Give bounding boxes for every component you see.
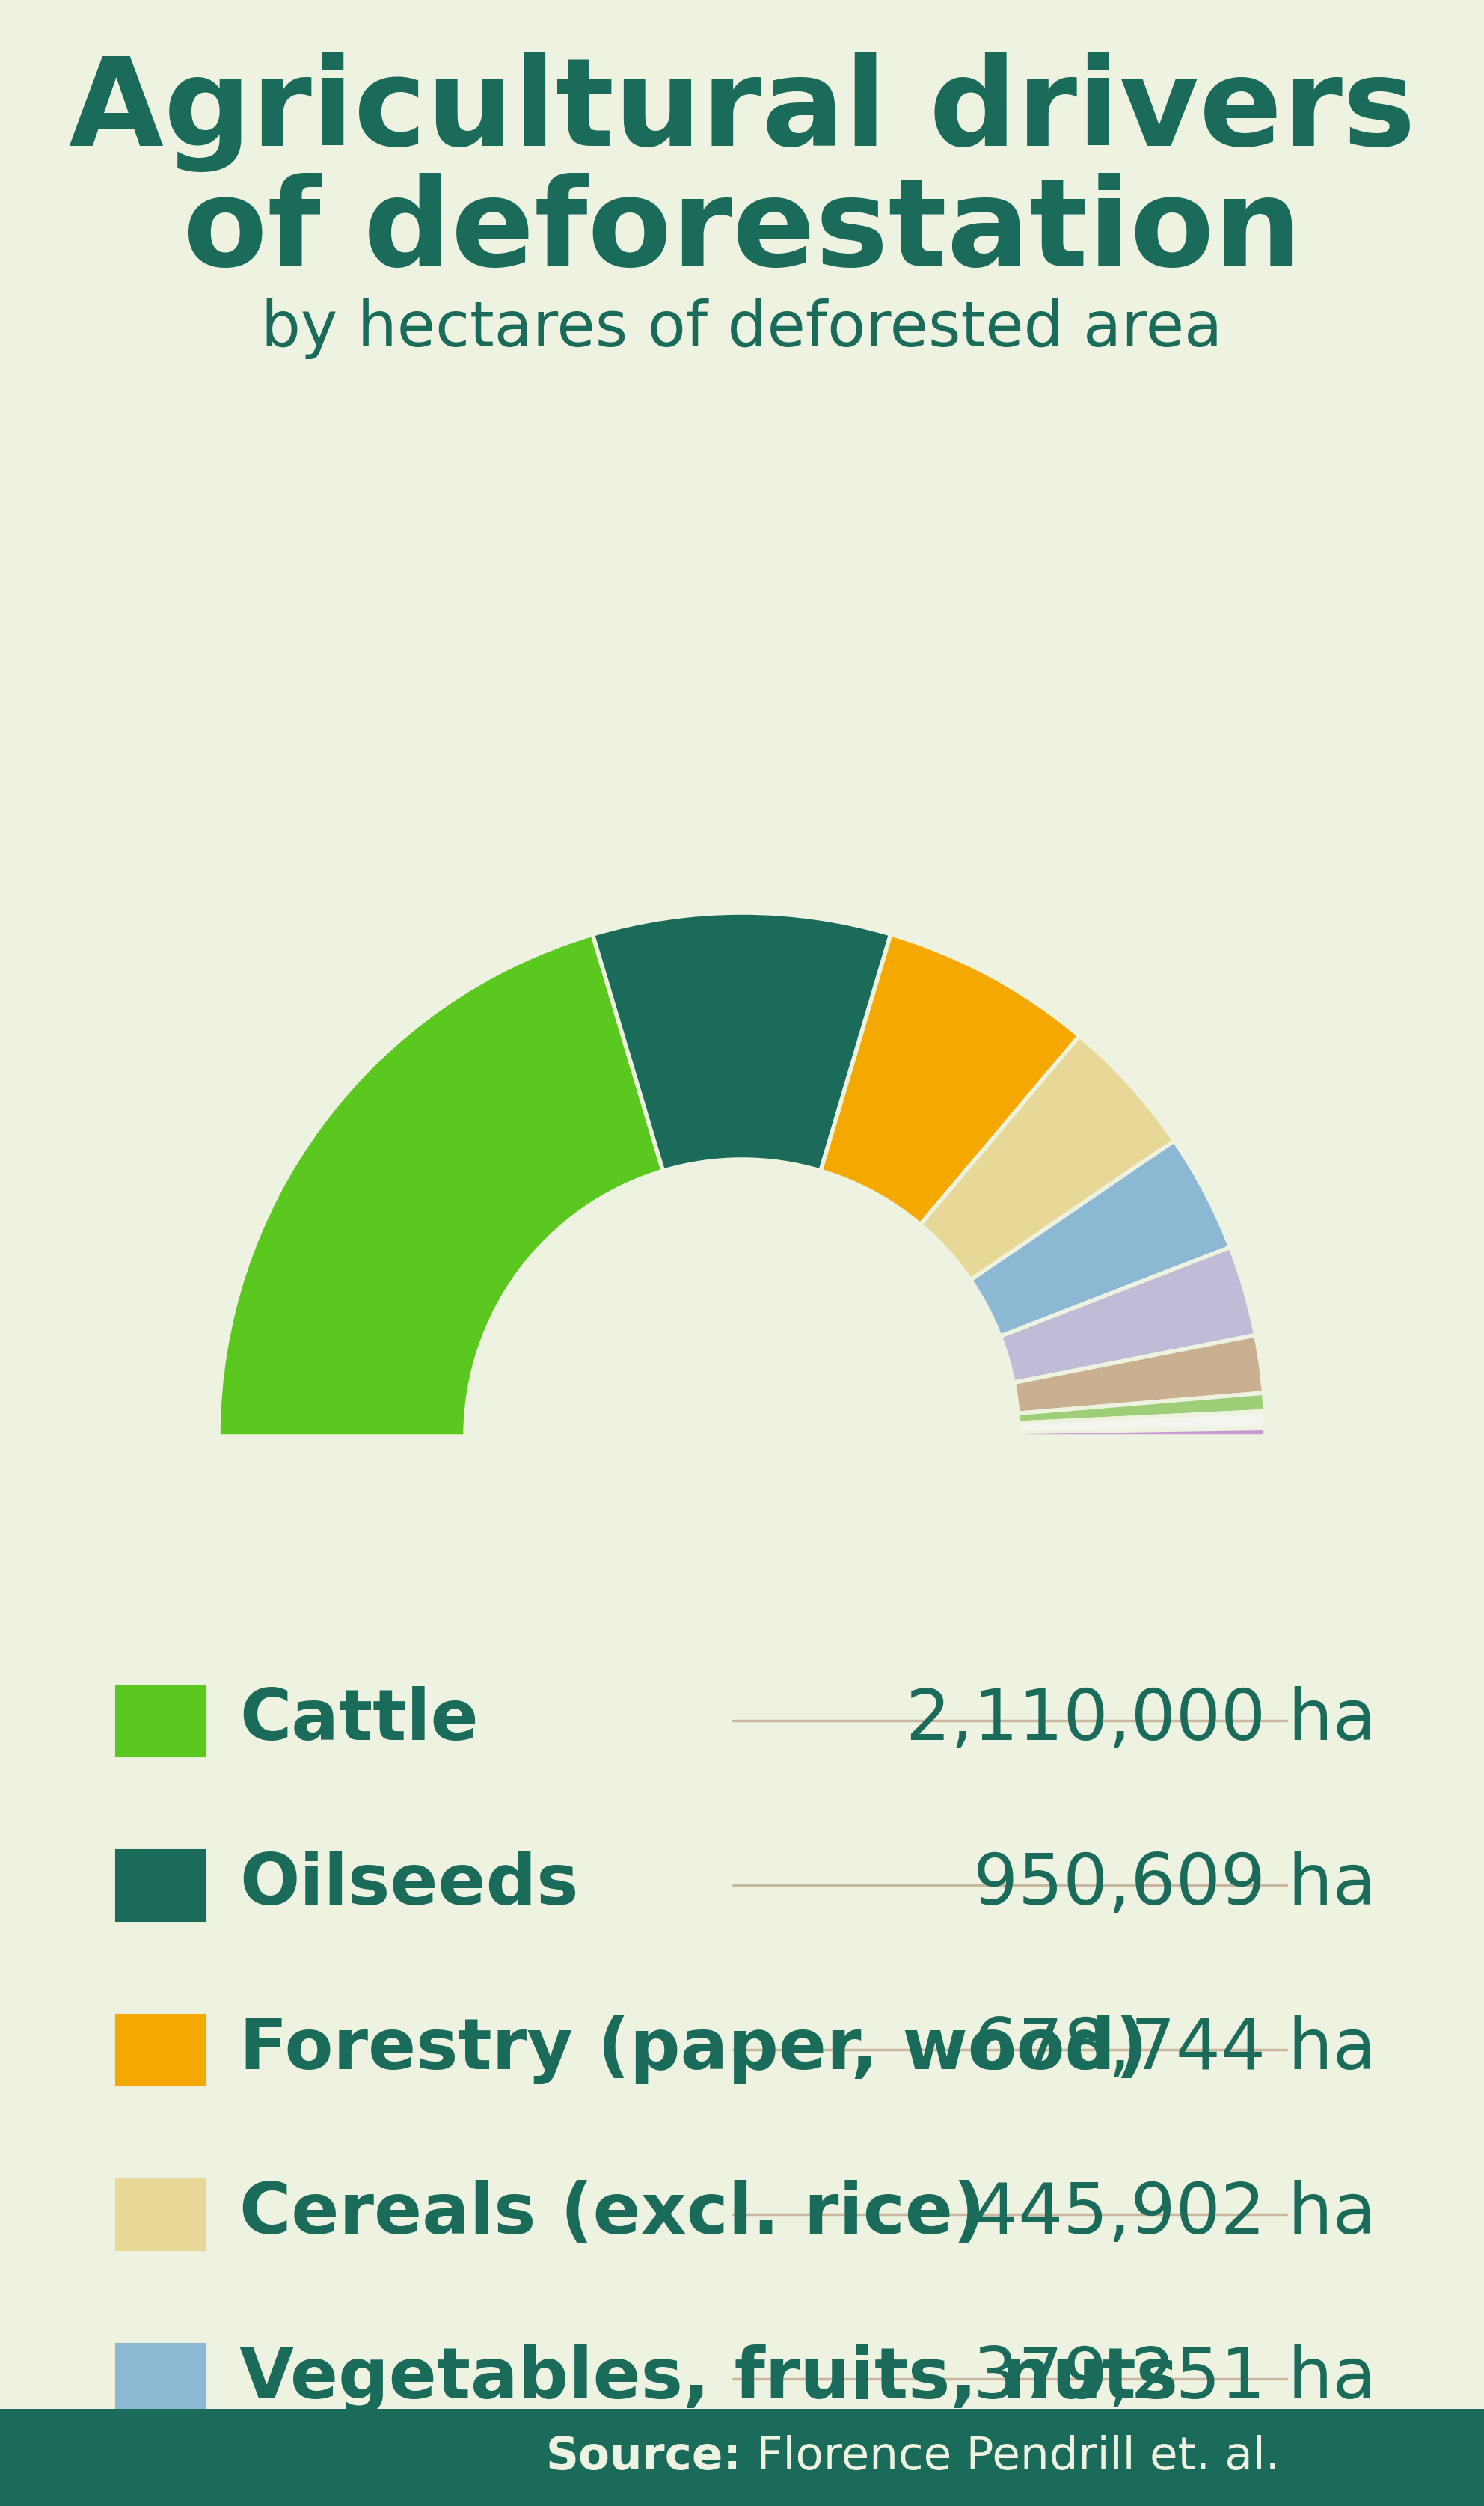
Bar xyxy=(0,2408,1484,2506)
Wedge shape xyxy=(218,935,663,1436)
Text: of deforestation: of deforestation xyxy=(183,173,1301,291)
Wedge shape xyxy=(1018,1428,1266,1436)
Text: Oilseeds: Oilseeds xyxy=(239,1852,579,1920)
FancyBboxPatch shape xyxy=(116,1684,206,1757)
FancyBboxPatch shape xyxy=(116,2015,206,2085)
Wedge shape xyxy=(592,912,890,1170)
Wedge shape xyxy=(1018,1393,1264,1423)
FancyBboxPatch shape xyxy=(116,2178,206,2250)
Text: Cereals (excl. rice): Cereals (excl. rice) xyxy=(239,2180,985,2248)
Wedge shape xyxy=(821,935,1079,1225)
FancyBboxPatch shape xyxy=(116,2343,206,2413)
Wedge shape xyxy=(1018,1411,1266,1431)
Wedge shape xyxy=(920,1035,1174,1281)
Text: Source:: Source: xyxy=(546,2436,742,2478)
FancyBboxPatch shape xyxy=(116,1849,206,1920)
Text: by hectares of deforested area: by hectares of deforested area xyxy=(261,298,1223,358)
Text: Agricultural drivers: Agricultural drivers xyxy=(68,53,1416,173)
Wedge shape xyxy=(1000,1248,1255,1383)
Text: 2,110,000 ha: 2,110,000 ha xyxy=(905,1687,1376,1754)
Wedge shape xyxy=(1014,1336,1264,1413)
Text: 950,609 ha: 950,609 ha xyxy=(974,1852,1376,1920)
Text: Florence Pendrill et. al.: Florence Pendrill et. al. xyxy=(742,2436,1279,2478)
Text: 678,744 ha: 678,744 ha xyxy=(974,2015,1376,2085)
Text: Cattle: Cattle xyxy=(239,1687,478,1754)
Text: Forestry (paper, wood): Forestry (paper, wood) xyxy=(239,2015,1147,2085)
Text: Vegetables, fruits, nuts: Vegetables, fruits, nuts xyxy=(239,2343,1178,2413)
Text: 445,902 ha: 445,902 ha xyxy=(974,2180,1376,2248)
Wedge shape xyxy=(971,1140,1230,1336)
Text: 379,251 ha: 379,251 ha xyxy=(974,2346,1376,2413)
